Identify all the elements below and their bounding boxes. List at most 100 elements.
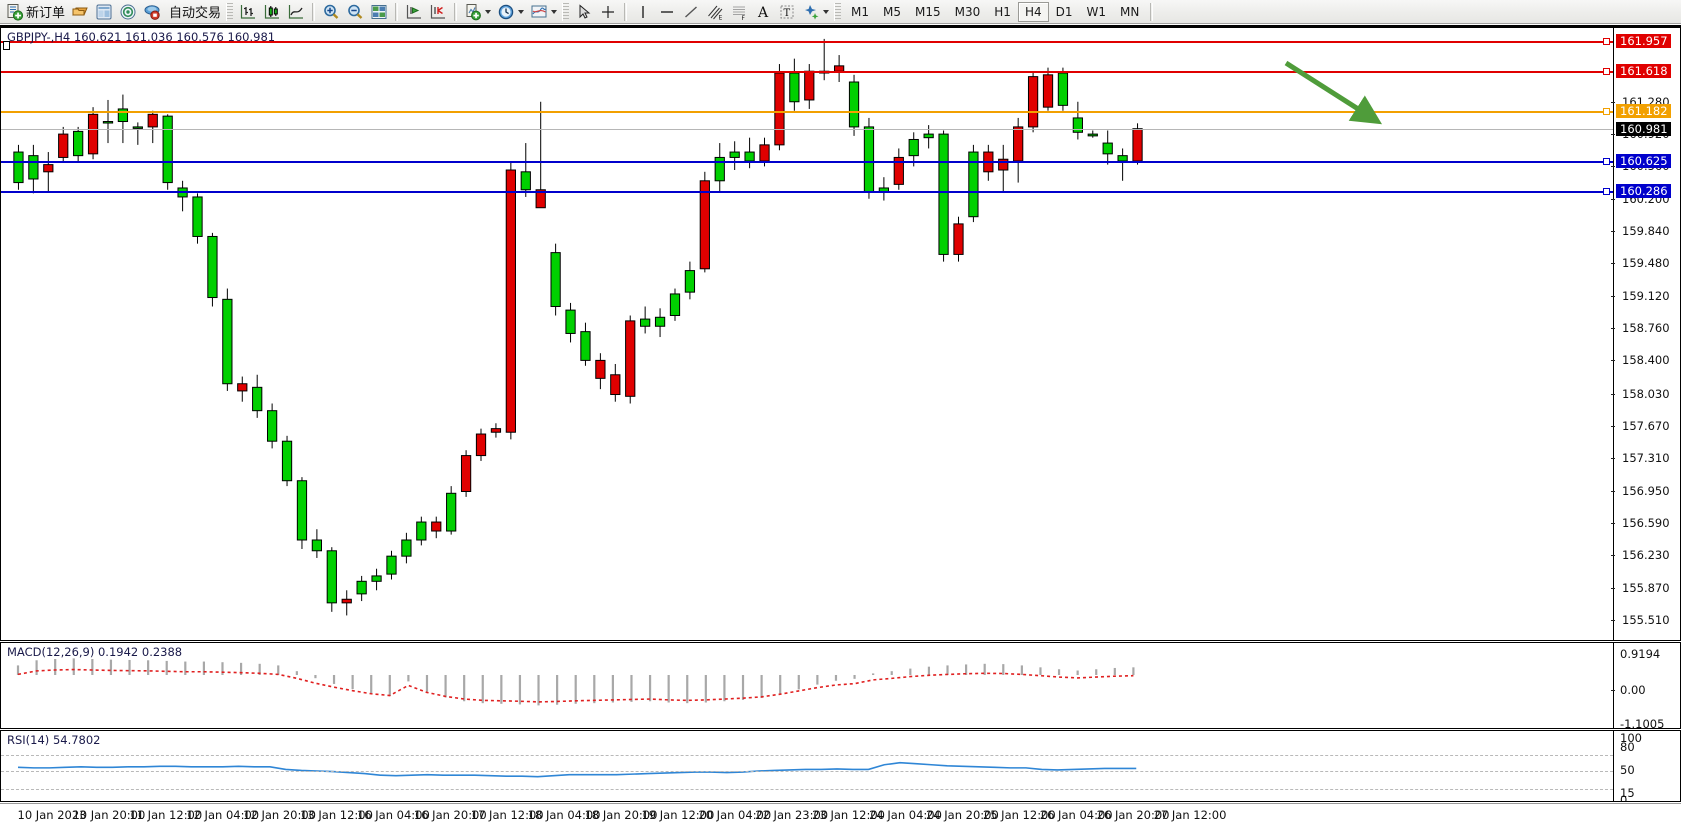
price-tag-161.182[interactable]: 161.182 xyxy=(1616,103,1671,118)
level-line-160.286[interactable] xyxy=(1,191,1613,194)
price-tick-label: 158.030 xyxy=(1622,386,1670,401)
equidistant-channel-icon: E xyxy=(706,3,724,21)
new-chart-button[interactable] xyxy=(461,1,494,23)
level-line-160.981[interactable] xyxy=(1,128,1613,130)
level-line-161.182[interactable] xyxy=(1,110,1613,113)
svg-text:E: E xyxy=(719,14,723,21)
level-line-161.618[interactable] xyxy=(1,71,1613,74)
toolbar-grip-charts[interactable] xyxy=(226,2,234,21)
line-chart-button[interactable] xyxy=(284,1,308,23)
chart-scroll-marker[interactable] xyxy=(3,41,10,50)
level-line-161.957[interactable] xyxy=(1,40,1613,43)
price-tick xyxy=(1611,458,1615,460)
timeframe-h4[interactable]: H4 xyxy=(1017,1,1049,22)
terminal-button[interactable] xyxy=(140,1,164,23)
price-tick-label: 156.230 xyxy=(1622,548,1670,563)
line-chart-icon xyxy=(287,3,305,21)
timeframe-m1[interactable]: M1 xyxy=(851,4,870,19)
price-tag-160.981[interactable]: 160.981 xyxy=(1616,121,1671,136)
chevron-down-icon-2[interactable] xyxy=(518,9,525,14)
price-tick xyxy=(1611,360,1615,362)
market-watch-button[interactable] xyxy=(92,1,116,23)
level-handle[interactable] xyxy=(1603,107,1610,115)
price-tick xyxy=(1611,328,1615,330)
navigator-button[interactable] xyxy=(116,1,140,23)
price-tick-label: 159.480 xyxy=(1622,256,1670,271)
equidistant-channel-button[interactable]: E xyxy=(703,1,727,23)
shift-button[interactable] xyxy=(402,1,426,23)
grid-button[interactable] xyxy=(367,1,391,23)
timeframe-w1[interactable]: W1 xyxy=(1086,4,1107,19)
time-axis[interactable]: 10 Jan 2023 10 Jan 20:00 11 Jan 12:00 12 Ja… xyxy=(0,803,1681,829)
price-tag-160.286[interactable]: 160.286 xyxy=(1616,184,1671,199)
level-handle[interactable] xyxy=(1603,37,1610,45)
timeframe-h1[interactable]: H1 xyxy=(994,4,1011,19)
indicators-icon xyxy=(530,3,548,21)
price-candles-svg xyxy=(13,38,1143,616)
new-order-button[interactable]: 新订单 xyxy=(3,1,68,23)
chevron-down-icon-4[interactable] xyxy=(823,9,830,14)
text-icon: A xyxy=(754,3,772,21)
bar-chart-button[interactable] xyxy=(236,1,260,23)
toolbar-grip-timeframes[interactable] xyxy=(834,2,842,21)
zoom-out-button[interactable] xyxy=(343,1,367,23)
price-tick-label: 155.510 xyxy=(1622,612,1670,627)
chart-area[interactable]: GBPJPY-,H4 160.621 161.036 160.576 160.9… xyxy=(0,27,1681,829)
fibonacci-button[interactable]: F xyxy=(727,1,751,23)
time-axis-label: 16 Jan 04:00 xyxy=(356,808,430,822)
macd-tick-label: 0.9194 xyxy=(1620,647,1661,661)
indicators-button[interactable] xyxy=(527,1,560,23)
level-handle[interactable] xyxy=(1603,68,1610,76)
toolbar-grip-tools[interactable] xyxy=(562,2,570,21)
folder-button[interactable] xyxy=(68,1,92,23)
timeframe-d1[interactable]: D1 xyxy=(1055,4,1073,19)
toolbar-divider-5 xyxy=(1150,2,1154,21)
timeframe-m30[interactable]: M30 xyxy=(954,4,981,19)
grid-icon xyxy=(370,3,388,21)
price-tick xyxy=(1611,166,1615,168)
time-axis-label: 23 Jan 12:00 xyxy=(812,808,886,822)
zoom-in-button[interactable] xyxy=(319,1,343,23)
time-axis-label: 26 Jan 04:00 xyxy=(1039,808,1113,822)
toolbar-underline xyxy=(0,24,1681,27)
price-tick xyxy=(1611,393,1615,395)
price-tag-160.625[interactable]: 160.625 xyxy=(1616,153,1671,168)
crosshair-button[interactable] xyxy=(596,1,620,23)
timeframe-m15[interactable]: M15 xyxy=(915,4,941,19)
level-line-160.625[interactable] xyxy=(1,160,1613,163)
price-tick xyxy=(1611,134,1615,136)
time-axis-label: 11 Jan 12:00 xyxy=(129,808,203,822)
rsi-pane[interactable]: RSI(14) 54.7802 100 80 50 15 0 xyxy=(0,730,1681,802)
candlestick-chart-button[interactable] xyxy=(260,1,284,23)
price-tag-161.618[interactable]: 161.618 xyxy=(1616,64,1671,79)
price-tick-label: 158.400 xyxy=(1622,353,1670,368)
objects-button[interactable] xyxy=(799,1,832,23)
trendline-button[interactable] xyxy=(679,1,703,23)
time-axis-label: 24 Jan 20:00 xyxy=(925,808,999,822)
text-label-button[interactable]: T xyxy=(775,1,799,23)
price-tick-label: 159.840 xyxy=(1622,224,1670,239)
timeframe-m5[interactable]: M5 xyxy=(883,4,902,19)
chevron-down-icon[interactable] xyxy=(485,9,492,14)
vertical-line-button[interactable] xyxy=(631,1,655,23)
price-tick xyxy=(1611,231,1615,233)
zoom-in-icon xyxy=(322,3,340,21)
level-handle[interactable] xyxy=(1603,157,1610,165)
trendline-icon xyxy=(682,3,700,21)
auto-trading-button[interactable]: 自动交易 xyxy=(164,1,224,23)
chevron-down-icon-3[interactable] xyxy=(551,9,558,14)
level-handle[interactable] xyxy=(1603,188,1610,196)
horizontal-line-button[interactable] xyxy=(655,1,679,23)
period-button[interactable] xyxy=(494,1,527,23)
macd-pane[interactable]: MACD(12,26,9) 0.1942 0.2388 0.9194 0.00 -1… xyxy=(0,642,1681,729)
text-button[interactable]: A xyxy=(751,1,775,23)
time-axis-label: 18 Jan 20:00 xyxy=(584,808,658,822)
price-chart-pane[interactable]: GBPJPY-,H4 160.621 161.036 160.576 160.9… xyxy=(0,27,1681,641)
timeframe-mn[interactable]: MN xyxy=(1120,4,1140,19)
time-axis-label: 24 Jan 04:00 xyxy=(869,808,942,822)
cursor-button[interactable] xyxy=(572,1,596,23)
price-tag-161.957[interactable]: 161.957 xyxy=(1616,33,1671,48)
price-tick xyxy=(1611,101,1615,103)
autoscroll-button[interactable] xyxy=(426,1,450,23)
time-axis-label: 17 Jan 12:00 xyxy=(470,808,544,822)
